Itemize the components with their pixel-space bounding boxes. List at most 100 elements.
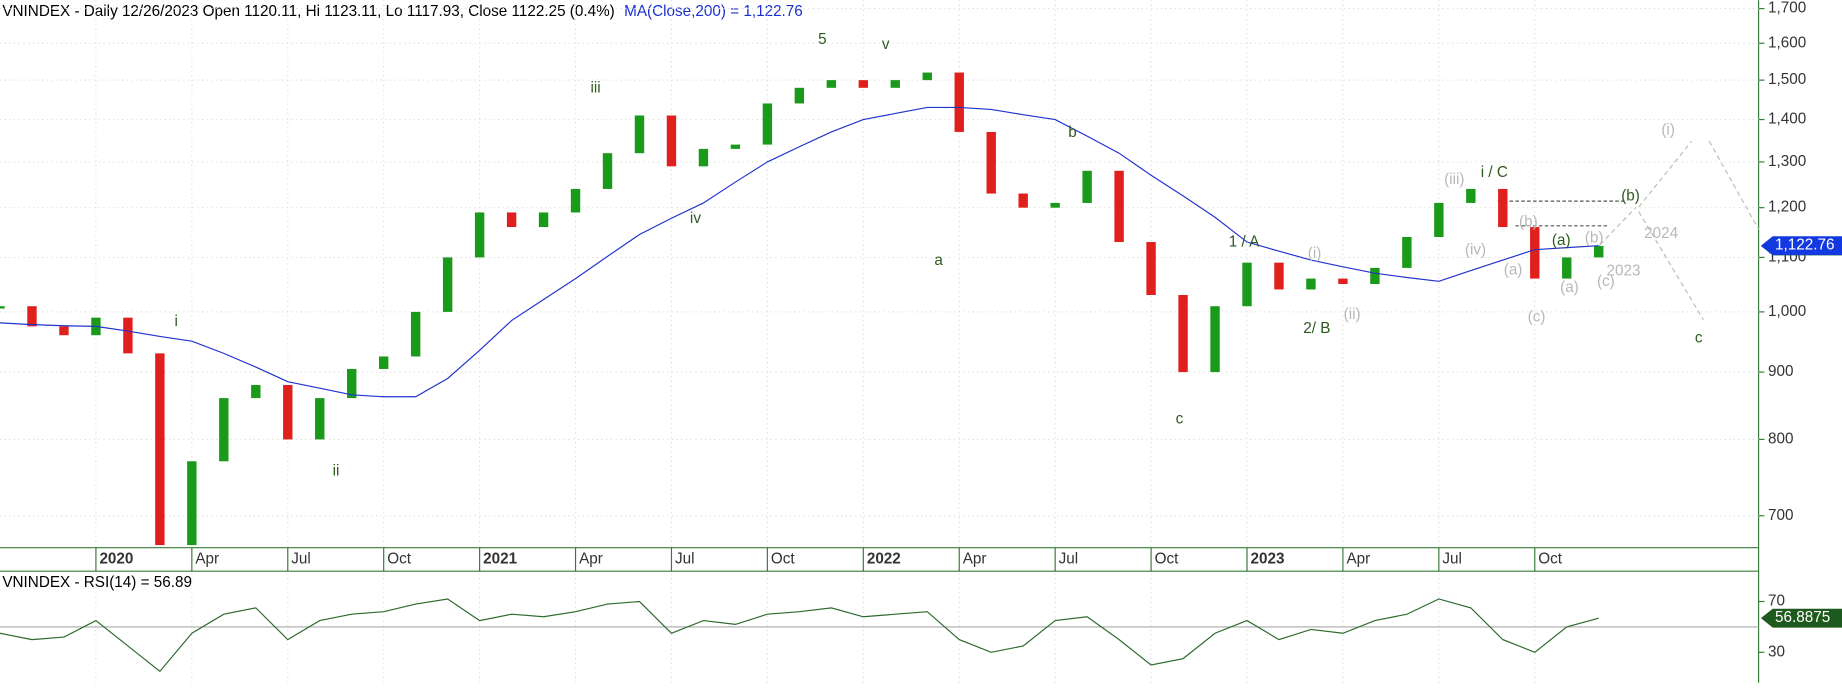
candle — [347, 368, 357, 399]
wave-label: (a) — [1504, 261, 1523, 278]
x-tick-label: Apr — [195, 550, 219, 567]
candle — [730, 144, 741, 149]
candle — [890, 80, 900, 88]
candle — [1178, 294, 1188, 373]
series-line — [0, 106, 1599, 398]
candle — [0, 306, 5, 309]
candle — [1466, 188, 1476, 203]
arrow — [1638, 211, 1704, 321]
candle — [634, 115, 645, 154]
chart-title: VNINDEX - Daily 12/26/2023 Open 1120.11,… — [2, 3, 614, 20]
candle — [378, 356, 389, 369]
y-tick-label: 1,300 — [1768, 153, 1806, 170]
candle — [858, 80, 869, 88]
wave-label: (b) — [1585, 230, 1604, 247]
wave-label: iii — [591, 79, 601, 96]
arrow — [1599, 206, 1637, 245]
x-tick-label: Jul — [291, 550, 311, 567]
candle — [602, 153, 613, 189]
x-tick-label: Apr — [963, 550, 987, 567]
wave-label: 1 / A — [1229, 233, 1260, 250]
candle — [410, 311, 421, 357]
candle — [1530, 227, 1540, 279]
candle — [1402, 236, 1412, 268]
candle — [826, 80, 837, 88]
x-tick-label: Apr — [579, 550, 603, 567]
wave-label: 2/ B — [1303, 320, 1330, 337]
candle — [251, 384, 261, 399]
candle — [315, 398, 325, 440]
y-tick-label: 1,600 — [1768, 34, 1806, 51]
arrow — [1638, 140, 1693, 208]
rsi-title: VNINDEX - RSI(14) = 56.89 — [2, 574, 192, 591]
wave-label: (b) — [1621, 187, 1640, 204]
x-tick-label: Jul — [675, 550, 695, 567]
candle — [570, 188, 581, 213]
projection-lines — [1497, 200, 1628, 227]
candle — [1498, 188, 1508, 228]
candle — [1050, 202, 1060, 208]
candle — [1370, 267, 1380, 285]
wave-label: b — [1068, 124, 1077, 141]
projection-arrows — [1599, 140, 1760, 321]
candle — [1274, 262, 1284, 290]
y-tick-label: 700 — [1768, 507, 1793, 524]
x-tick-label: 2022 — [867, 550, 901, 567]
x-tick-label: Oct — [387, 550, 412, 567]
candle — [538, 212, 549, 228]
x-tick-label: 2023 — [1251, 550, 1285, 567]
wave-label: (iii) — [1444, 171, 1464, 188]
candle — [1562, 257, 1572, 279]
wave-label: c — [1695, 330, 1703, 347]
x-tick-label: Oct — [771, 550, 796, 567]
y-tick-label: 70 — [1768, 593, 1785, 610]
candle — [1146, 242, 1156, 295]
y-tick-label: 1,700 — [1768, 0, 1806, 17]
wave-label: (a) — [1552, 232, 1571, 249]
y-tick-label: 900 — [1768, 363, 1793, 380]
wave-label: i / C — [1481, 164, 1508, 181]
x-tick-label: 2021 — [483, 550, 517, 567]
wave-label: (b) — [1519, 213, 1538, 230]
x-tick-label: Jul — [1059, 550, 1079, 567]
value-badge — [1760, 236, 1842, 256]
candle — [474, 212, 485, 258]
value-badge-label: 1,122.76 — [1775, 237, 1834, 254]
series-line — [0, 598, 1599, 673]
value-badge-label: 56.8875 — [1775, 609, 1830, 626]
candle — [1018, 193, 1028, 208]
candle — [1114, 170, 1124, 243]
candle — [1082, 170, 1092, 203]
wave-label: (iv) — [1465, 241, 1486, 258]
wave-label: a — [934, 252, 943, 269]
x-tick-label: Apr — [1346, 550, 1370, 567]
wave-label: (i) — [1308, 245, 1322, 262]
x-tick-label: Oct — [1538, 550, 1563, 567]
candle — [794, 87, 805, 104]
candle — [27, 306, 37, 327]
wave-label: ii — [333, 462, 340, 479]
candle — [123, 317, 133, 354]
wave-label: i — [175, 313, 178, 330]
candle — [1210, 306, 1220, 373]
value-badge — [1760, 608, 1842, 628]
candle — [1306, 278, 1316, 290]
candle — [954, 72, 964, 132]
y-tick-label: 1,000 — [1768, 303, 1806, 320]
candle — [1434, 202, 1444, 237]
x-tick-label: 2020 — [99, 550, 133, 567]
candle — [219, 398, 229, 462]
candle — [283, 384, 293, 440]
candle — [506, 212, 517, 228]
candle — [1338, 278, 1348, 285]
candle — [187, 461, 197, 546]
candle — [698, 148, 709, 167]
wave-label: 5 — [818, 31, 827, 48]
y-tick-label: 1,500 — [1768, 71, 1806, 88]
y-tick-label: 30 — [1768, 643, 1785, 660]
candle — [155, 353, 165, 546]
candle — [922, 72, 932, 81]
candle — [762, 103, 773, 145]
arrow — [1708, 140, 1760, 230]
